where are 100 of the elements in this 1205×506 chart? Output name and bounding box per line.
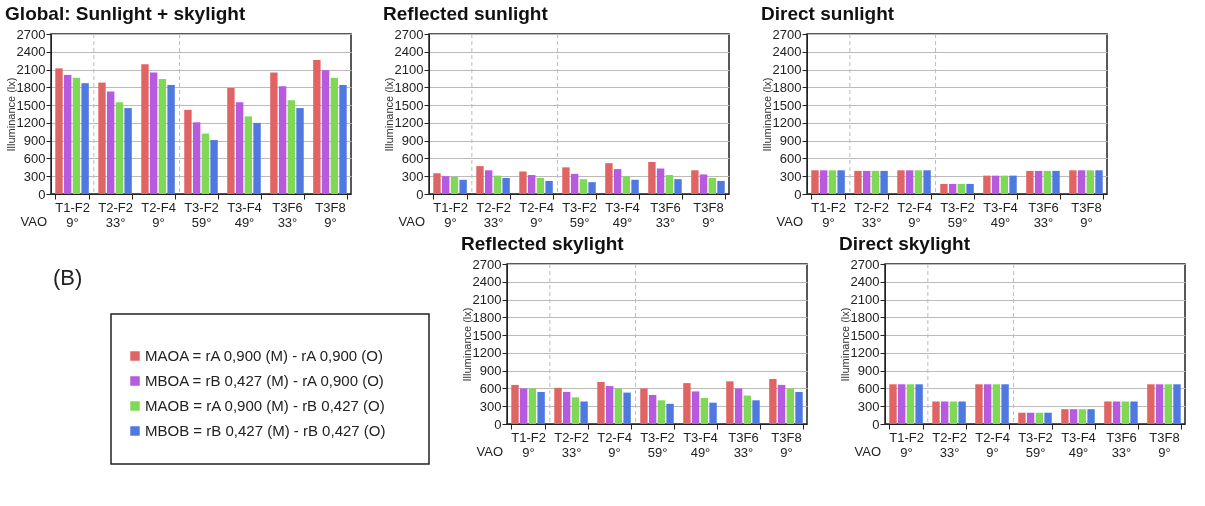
bar: [871, 170, 880, 194]
chart-title: Reflected skylight: [461, 233, 625, 254]
x-tick-label: T3F6 33°: [1028, 199, 1059, 230]
bar: [656, 168, 665, 194]
bar: [1052, 170, 1060, 194]
bar: [210, 140, 218, 194]
bar: [640, 388, 648, 424]
bar: [674, 179, 682, 194]
x-tick-label: T1-F2 9°: [55, 199, 90, 230]
x-tick-label: T1-F2 9°: [433, 199, 468, 230]
bar: [1095, 170, 1103, 194]
y-tick-label: 300: [779, 168, 802, 184]
y-tick-label: 1200: [472, 345, 502, 361]
x-tick-label: T3-F4 49°: [983, 199, 1018, 230]
y-tick-label: 2400: [772, 44, 802, 60]
bar: [957, 183, 966, 194]
y-tick-label: 2700: [472, 256, 502, 272]
y-tick-label: 1200: [772, 115, 802, 131]
bar: [570, 173, 579, 194]
x-tick-label: T2-F4 9°: [141, 199, 176, 230]
bar: [1112, 401, 1121, 424]
y-tick-label: 900: [479, 363, 502, 379]
bar: [579, 179, 588, 194]
bar: [691, 170, 699, 194]
bar: [717, 180, 725, 194]
x-tick-label: T1-F2 9°: [889, 429, 924, 460]
bar: [562, 167, 570, 194]
bar: [571, 397, 580, 424]
y-tick-label: 1500: [472, 327, 502, 343]
bar: [227, 87, 235, 194]
bar: [597, 381, 605, 424]
text: (B): [53, 265, 83, 290]
y-tick-label: 2100: [850, 292, 880, 308]
y-tick-label: 2700: [16, 26, 46, 42]
bar: [244, 116, 253, 194]
bar: [554, 387, 562, 424]
bar: [786, 388, 794, 424]
bar: [795, 392, 803, 424]
bar: [631, 179, 639, 194]
bar: [613, 169, 622, 194]
bar: [966, 183, 974, 194]
legend-label: MAOA = rA 0,900 (M) - rA 0,900 (O): [145, 347, 384, 364]
y-axis-title: Illuminance (lx): [838, 307, 851, 382]
y-tick-label: 600: [23, 150, 46, 166]
bar: [691, 391, 700, 424]
bar: [562, 392, 571, 424]
bar: [115, 102, 124, 194]
bar: [975, 384, 983, 424]
y-tick-label: 0: [872, 416, 880, 432]
bar: [1069, 170, 1077, 194]
bar: [811, 170, 819, 194]
x-tick-label: T2-F4 9°: [975, 429, 1010, 460]
bar: [709, 402, 717, 424]
bar: [64, 74, 72, 194]
bar: [545, 180, 553, 194]
bar: [854, 170, 862, 194]
y-tick-label: 600: [401, 150, 424, 166]
bar: [433, 173, 441, 194]
bar: [992, 384, 1001, 424]
x-tick-label: T2-F4 9°: [597, 429, 632, 460]
y-tick-label: 300: [23, 168, 46, 184]
bar: [958, 401, 966, 424]
bar: [1061, 409, 1069, 424]
x-tick-label: T3-F4 49°: [1061, 429, 1096, 460]
bar: [235, 102, 244, 194]
x-tick-label: T3F8 9°: [771, 429, 802, 460]
bar: [484, 170, 493, 194]
x-tick-label: T2-F2 33°: [476, 199, 511, 230]
bar: [124, 108, 132, 194]
x-tick-label: T2-F4 9°: [519, 199, 554, 230]
bar: [898, 384, 906, 424]
bar: [253, 122, 261, 194]
bar: [278, 86, 287, 194]
x-tick-label: T3-F2 59°: [184, 199, 219, 230]
y-tick-label: 2400: [16, 44, 46, 60]
bar: [828, 170, 837, 194]
x-tick-label: T2-F2 33°: [98, 199, 133, 230]
bar: [914, 170, 923, 194]
x-tick-label: T3-F4 49°: [683, 429, 718, 460]
bar: [734, 388, 743, 424]
y-tick-label: 2100: [394, 62, 424, 78]
chart-title: Direct sunlight: [761, 3, 895, 24]
bar: [158, 79, 167, 194]
y-tick-label: 0: [416, 186, 424, 202]
bar: [666, 403, 674, 424]
y-axis-title: Illuminance (lx): [4, 77, 17, 152]
bar: [1043, 170, 1052, 194]
x-tick-label: T3F8 9°: [1149, 429, 1180, 460]
bar: [270, 72, 278, 194]
bar: [708, 178, 716, 194]
bar: [476, 166, 484, 194]
bar: [580, 401, 588, 424]
bar: [520, 388, 528, 424]
text: VAO: [854, 444, 881, 459]
y-tick-label: 1800: [472, 309, 502, 325]
bar: [700, 397, 709, 424]
bar: [605, 386, 614, 424]
y-tick-label: 0: [494, 416, 502, 432]
bar: [502, 178, 510, 194]
x-tick-label: T3F6 33°: [728, 429, 759, 460]
